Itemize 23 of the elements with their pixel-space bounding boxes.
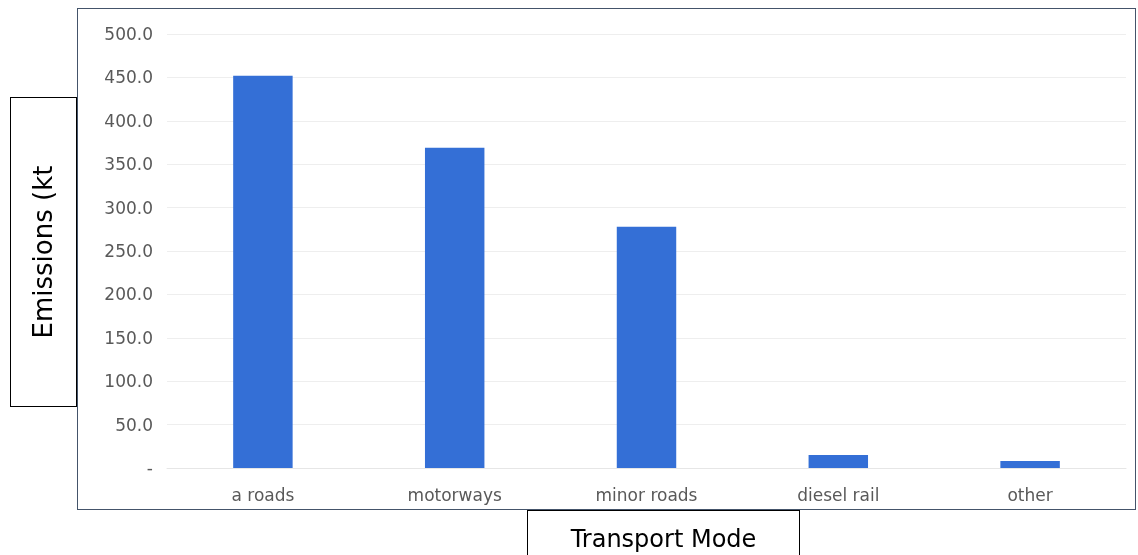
y-axis-title: Emissions (kt <box>28 165 59 339</box>
x-tick-label: minor roads <box>595 484 698 505</box>
bar <box>808 454 869 468</box>
x-tick-label: a roads <box>231 484 295 505</box>
y-tick-label: 150.0 <box>104 327 153 348</box>
x-axis-title: Transport Mode <box>570 525 757 553</box>
y-tick-label: 50.0 <box>115 414 153 435</box>
bar <box>1000 461 1060 468</box>
bar <box>233 75 293 468</box>
y-tick-label: 300.0 <box>104 197 153 218</box>
y-tick-label: 100.0 <box>104 371 153 392</box>
y-tick-label: 450.0 <box>104 67 153 88</box>
x-tick-label: diesel rail <box>797 484 880 505</box>
y-tick-label: 500.0 <box>104 24 153 44</box>
x-tick-label: other <box>1007 484 1053 505</box>
y-tick-label: 400.0 <box>104 110 153 131</box>
y-tick-label: 200.0 <box>104 284 153 305</box>
bar <box>616 226 677 468</box>
y-tick-label: 250.0 <box>104 241 153 261</box>
x-tick-label: motorways <box>407 484 502 505</box>
y-tick-label: 350.0 <box>104 154 153 175</box>
y-tick-label: - <box>146 458 153 478</box>
bar <box>424 147 485 468</box>
